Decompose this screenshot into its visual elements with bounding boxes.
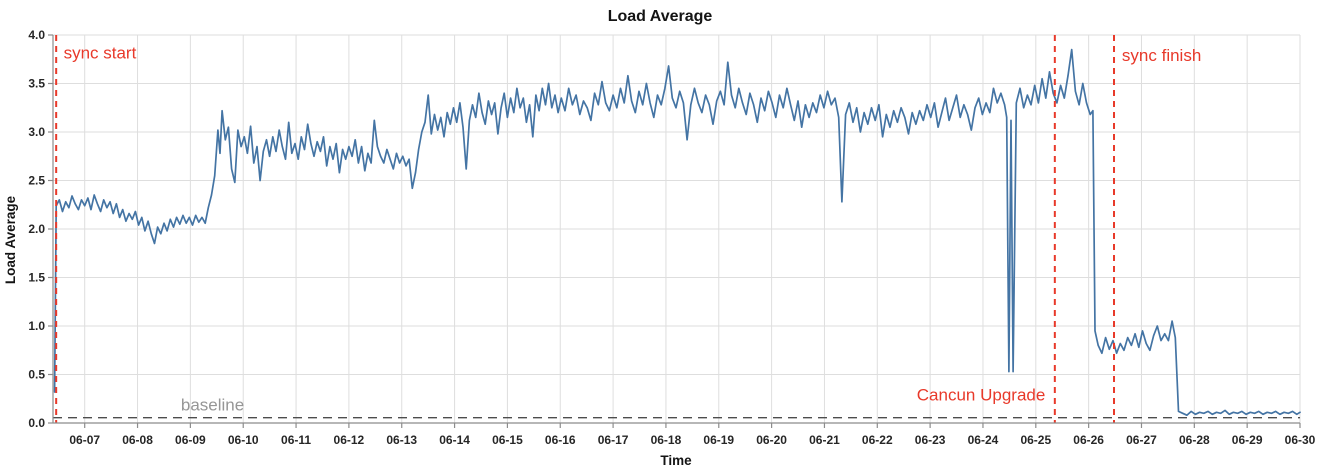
baseline-label: baseline	[181, 395, 244, 414]
x-tick-label: 06-19	[703, 433, 734, 447]
y-tick-label: 4.0	[28, 28, 45, 42]
annotation-sync-finish: sync finish	[1122, 46, 1201, 65]
y-tick-label: 0.5	[28, 368, 45, 382]
x-tick-label: 06-12	[334, 433, 365, 447]
y-tick-label: 1.0	[28, 319, 45, 333]
y-tick-label: 0.0	[28, 416, 45, 430]
x-tick-label: 06-18	[651, 433, 682, 447]
x-tick-label: 06-15	[492, 433, 523, 447]
x-tick-label: 06-16	[545, 433, 576, 447]
x-tick-label: 06-27	[1126, 433, 1157, 447]
x-tick-label: 06-10	[228, 433, 259, 447]
x-axis-title: Time	[660, 453, 692, 468]
x-tick-label: 06-26	[1073, 433, 1104, 447]
x-tick-label: 06-21	[809, 433, 840, 447]
chart-title: Load Average	[608, 8, 713, 25]
x-tick-label: 06-11	[281, 433, 311, 447]
y-tick-label: 1.5	[28, 271, 45, 285]
x-axis: 06-07 06-08 06-09 06-10 06-11 06-12 06-13 06-14…	[69, 423, 1316, 447]
x-tick-label: 06-09	[175, 433, 206, 447]
x-tick-label: 06-08	[122, 433, 153, 447]
y-tick-label: 3.5	[28, 77, 45, 91]
y-tick-label: 3.0	[28, 125, 45, 139]
x-tick-label: 06-30	[1285, 433, 1316, 447]
x-tick-label: 06-14	[439, 433, 470, 447]
x-tick-label: 06-29	[1232, 433, 1263, 447]
grid-lines	[53, 34, 1301, 424]
x-tick-label: 06-24	[968, 433, 999, 447]
y-axis: 0.0 0.5 1.0 1.5 2.0 2.5 3.0 3.5 4.0	[28, 28, 53, 430]
load-average-series-line	[53, 48, 1301, 417]
annotation-cancun-upgrade: Cancun Upgrade	[917, 386, 1046, 405]
x-tick-label: 06-22	[862, 433, 893, 447]
x-tick-label: 06-25	[1020, 433, 1051, 447]
annotation-sync-start: sync start	[64, 43, 137, 62]
y-tick-label: 2.5	[28, 174, 45, 188]
y-axis-title: Load Average	[3, 195, 18, 284]
x-tick-label: 06-17	[598, 433, 629, 447]
x-tick-label: 06-07	[69, 433, 100, 447]
x-tick-label: 06-13	[386, 433, 417, 447]
x-tick-label: 06-20	[756, 433, 787, 447]
x-tick-label: 06-28	[1179, 433, 1210, 447]
x-tick-label: 06-23	[915, 433, 946, 447]
y-tick-label: 2.0	[28, 222, 45, 236]
